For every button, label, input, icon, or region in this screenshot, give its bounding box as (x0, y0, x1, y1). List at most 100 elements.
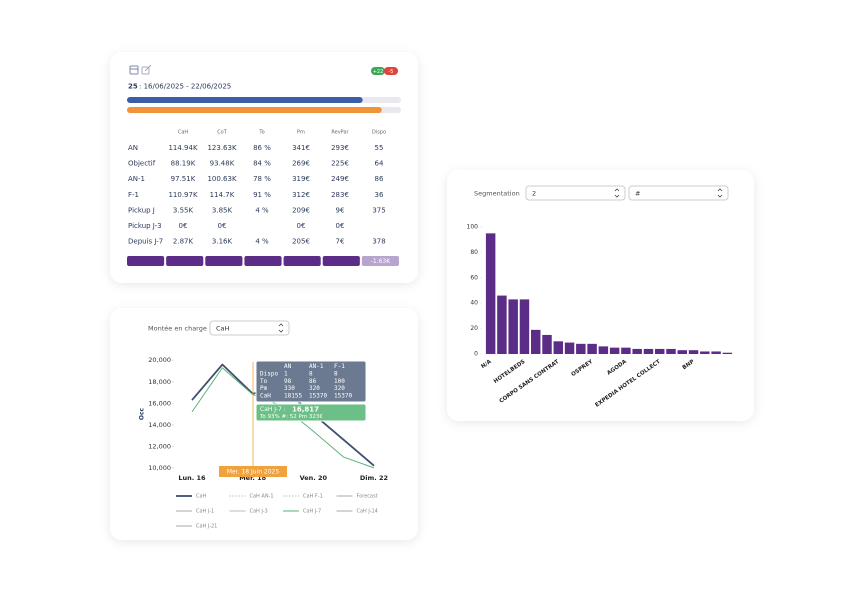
edit-icon[interactable] (141, 64, 152, 75)
row-label: Objectif (128, 160, 156, 168)
badge[interactable] (371, 67, 385, 75)
y-tick-label: 10,000 (148, 464, 171, 472)
tooltip-cell: To (260, 378, 268, 385)
y-tick-label: 60 (470, 274, 478, 281)
highlight-label: Mer. 18 Juin 2025 (227, 469, 280, 476)
bar (722, 352, 733, 354)
bar (654, 348, 665, 354)
footer-label: -1.63K (371, 258, 392, 265)
table-cell: 0€ (297, 222, 306, 230)
table-cell: 0€ (179, 222, 188, 230)
y-tick-label: 20 (470, 325, 478, 332)
bar (700, 351, 710, 354)
select[interactable] (628, 185, 729, 201)
footer-segment (361, 256, 399, 266)
tooltip-cell: 15370 (334, 392, 352, 399)
select-value: 2 (532, 190, 536, 198)
progress-bar (127, 97, 363, 103)
row-label: F-1 (128, 191, 139, 199)
table-cell: 36 (375, 191, 384, 199)
column-header: To (258, 130, 264, 136)
tooltip-header: AN-1 (309, 363, 324, 370)
x-tick-label: Lun. 16 (178, 474, 206, 482)
table-cell: 91 % (253, 191, 271, 199)
highlight-box (219, 466, 287, 477)
row-label: Depuis J-7 (128, 238, 163, 246)
bar-card (447, 170, 754, 421)
table-cell: 114.94K (168, 144, 197, 152)
calendar-icon[interactable] (129, 65, 139, 75)
tooltip-cell: 320 (309, 385, 320, 392)
table-cell: 378 (372, 238, 385, 246)
bar (497, 295, 507, 354)
bar (576, 343, 586, 354)
bar (621, 347, 631, 354)
table-cell: 7€ (336, 238, 345, 246)
bar (587, 343, 597, 354)
legend-label: CaH (196, 494, 207, 500)
table-cell: 4 % (255, 238, 269, 246)
tooltip-header: AN (284, 363, 292, 370)
bar (485, 233, 496, 354)
bar (519, 299, 530, 354)
table-cell: 341€ (292, 144, 310, 152)
legend-label: CaH J-1 (196, 509, 214, 515)
table-cell: 0€ (218, 222, 227, 230)
y-tick-label: 16,000 (148, 399, 171, 407)
tooltip-header: F-1 (334, 363, 345, 370)
legend-label: CaH J-21 (196, 524, 217, 530)
table-cell: 114.7K (210, 191, 235, 199)
table-cell: 78 % (253, 175, 271, 183)
row-label: Pickup J-3 (128, 222, 162, 230)
select-arrow (717, 188, 723, 198)
bar (688, 350, 699, 354)
legend-label: CaH J-7 (303, 509, 321, 515)
table-cell: 0€ (336, 222, 345, 230)
bar (508, 299, 518, 354)
y-tick-label: 80 (470, 249, 478, 256)
table-cell: 2.87K (173, 238, 194, 246)
table-cell: 93.48K (210, 160, 235, 168)
tooltip-cell: 8 (334, 371, 338, 378)
table-cell: 283€ (331, 191, 349, 199)
legend-label: Forecast (357, 494, 378, 500)
table-cell: 209€ (292, 206, 310, 214)
legend-label: CaH J-3 (250, 509, 268, 515)
y-tick-label: 14,000 (148, 421, 171, 429)
bar (677, 350, 688, 354)
tooltip-cell: 330 (284, 385, 295, 392)
table-cell: 55 (375, 144, 384, 152)
tooltip-cell: CaH (260, 392, 271, 399)
table-cell: 269€ (292, 160, 310, 168)
tooltip-cell: 8 (309, 371, 313, 378)
tooltip-cell: 98 (284, 378, 292, 385)
legend-label: CaH AN-1 (250, 494, 274, 500)
legend-label: CaH F-1 (303, 494, 323, 500)
badge[interactable] (384, 67, 398, 75)
footer-segment (244, 256, 282, 266)
bar (632, 348, 642, 354)
tooltip-cell: 15370 (309, 392, 327, 399)
badge-text: +22 (373, 69, 384, 75)
bar (711, 351, 721, 354)
progress-bar (127, 107, 382, 113)
y-tick-label: 20,000 (148, 356, 171, 364)
legend-label: CaH J-14 (357, 509, 378, 515)
select-value: CaH (216, 325, 230, 333)
bar (564, 342, 575, 354)
period: : 16/06/2025 - 22/06/2025 (139, 83, 231, 91)
y-tick-label: 40 (470, 300, 478, 307)
select[interactable] (209, 320, 290, 336)
tooltip-cell: Dispo (260, 371, 278, 378)
x-tick-label: N/A (480, 359, 493, 371)
bar (643, 348, 654, 354)
y-tick-label: 18,000 (148, 378, 171, 386)
select-arrow (278, 323, 284, 333)
select[interactable] (525, 185, 626, 201)
footer-segment (127, 256, 165, 266)
table-cell: 86 (375, 175, 384, 183)
column-header: Dispo (372, 130, 386, 136)
tooltip2-value: 16,817 (292, 406, 319, 414)
table-cell: 9€ (336, 206, 345, 214)
